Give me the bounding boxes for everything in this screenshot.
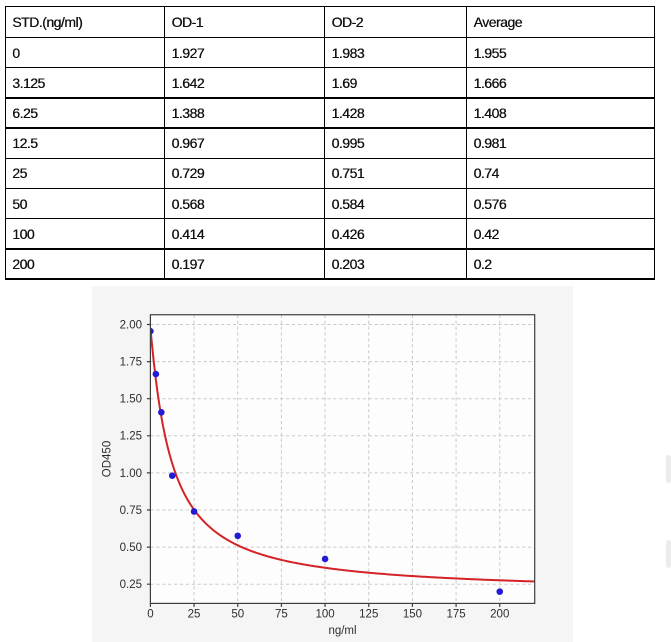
svg-text:OD450: OD450 [102,441,114,477]
svg-text:125: 125 [359,609,378,621]
svg-text:75: 75 [275,609,288,621]
svg-text:0: 0 [147,609,153,621]
svg-text:ng/ml: ng/ml [328,625,356,637]
svg-text:0.25: 0.25 [120,579,142,591]
svg-text:50: 50 [231,609,244,621]
svg-text:1.25: 1.25 [120,431,142,443]
svg-text:200: 200 [490,609,509,621]
svg-text:2.00: 2.00 [120,319,142,331]
svg-text:25: 25 [188,609,201,621]
svg-text:1.00: 1.00 [120,468,142,480]
svg-text:175: 175 [446,609,465,621]
svg-text:1.75: 1.75 [120,357,142,369]
svg-text:1.50: 1.50 [120,394,142,406]
svg-text:0.75: 0.75 [120,505,142,517]
svg-text:150: 150 [403,609,422,621]
svg-text:100: 100 [315,609,334,621]
svg-text:0.50: 0.50 [120,542,142,554]
